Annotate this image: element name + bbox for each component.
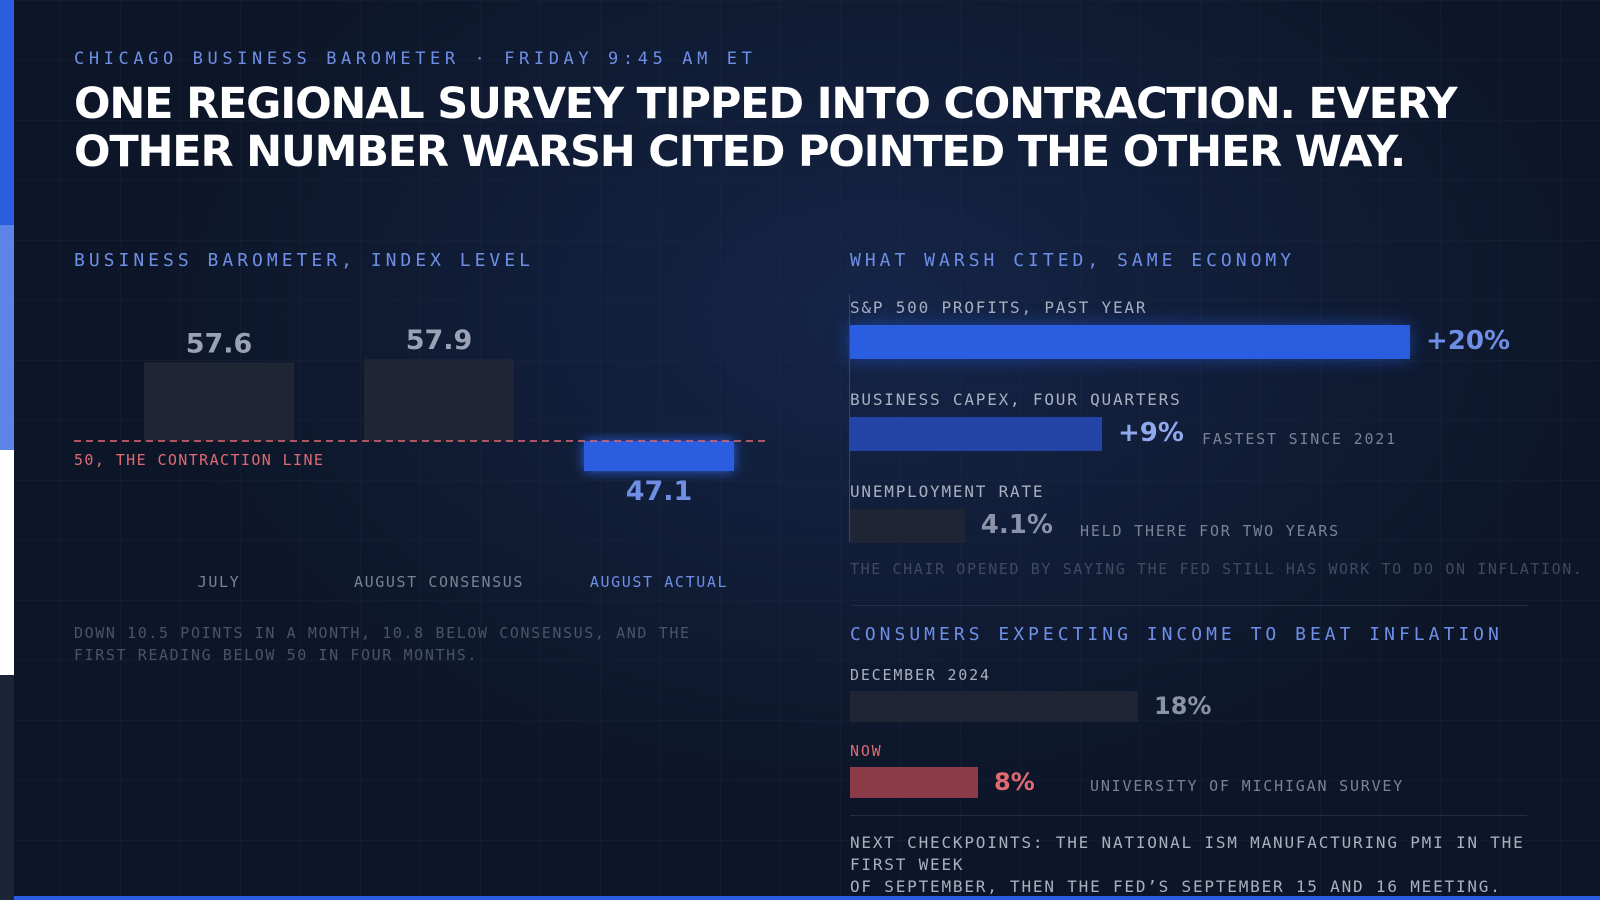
- consumer-value-december: 18%: [1154, 692, 1212, 720]
- metric-bar-profits: [850, 325, 1410, 359]
- left-section-title: BUSINESS BAROMETER, INDEX LEVEL: [74, 250, 534, 271]
- bar-august-consensus: [364, 359, 514, 441]
- bar-value-july: 57.6: [186, 328, 253, 359]
- panel-rule: [849, 294, 850, 542]
- bar-value-august-actual: 47.1: [626, 476, 693, 507]
- metric-bar-capex: [850, 417, 1102, 451]
- metric-value-profits: +20%: [1426, 326, 1511, 356]
- category-label-july: JULY: [197, 573, 241, 591]
- bar-value-august-consensus: 57.9: [406, 325, 473, 356]
- right-section-title: WHAT WARSH CITED, SAME ECONOMY: [850, 250, 1296, 271]
- metric-label-profits: S&P 500 PROFITS, PAST YEAR: [850, 298, 1148, 317]
- consumer-value-now: 8%: [994, 768, 1035, 796]
- metric-note-unemployment: HELD THERE FOR TWO YEARS: [1080, 522, 1340, 540]
- consumer-section-title: CONSUMERS EXPECTING INCOME TO BEAT INFLA…: [850, 624, 1503, 645]
- consumer-label-december: DECEMBER 2024: [850, 666, 991, 684]
- divider-bottom: [850, 815, 1527, 816]
- category-label-august-consensus: AUGUST CONSENSUS: [353, 573, 525, 591]
- kicker: CHICAGO BUSINESS BAROMETER · FRIDAY 9:45…: [74, 49, 757, 69]
- category-label-august-actual: AUGUST ACTUAL: [589, 573, 729, 591]
- next-checkpoints-line-1: NEXT CHECKPOINTS: THE NATIONAL ISM MANUF…: [850, 833, 1525, 874]
- accent-rail: [0, 0, 14, 900]
- contraction-line-label: 50, THE CONTRACTION LINE: [74, 451, 325, 469]
- headline: ONE REGIONAL SURVEY TIPPED INTO CONTRACT…: [74, 79, 1458, 177]
- consumer-source: UNIVERSITY OF MICHIGAN SURVEY: [1090, 777, 1405, 795]
- barometer-chart: 57.6 57.9 47.1: [74, 325, 766, 507]
- bar-august-actual: [584, 441, 734, 472]
- left-note: DOWN 10.5 POINTS IN A MONTH, 10.8 BELOW …: [74, 624, 691, 664]
- consumer-bar-december: [850, 691, 1138, 722]
- next-checkpoints: NEXT CHECKPOINTS: THE NATIONAL ISM MANUF…: [850, 832, 1550, 898]
- metric-label-unemployment: UNEMPLOYMENT RATE: [850, 482, 1045, 501]
- divider-top: [850, 605, 1527, 606]
- metric-value-unemployment: 4.1%: [980, 510, 1053, 540]
- metric-label-capex: BUSINESS CAPEX, FOUR QUARTERS: [850, 390, 1182, 409]
- metric-value-capex: +9%: [1118, 418, 1184, 448]
- next-checkpoints-line-2: OF SEPTEMBER, THEN THE FED’S SEPTEMBER 1…: [850, 877, 1502, 896]
- consumer-bar-now: [850, 767, 978, 798]
- bar-july: [144, 362, 294, 441]
- consumer-label-now: NOW: [850, 742, 883, 760]
- chair-note: THE CHAIR OPENED BY SAYING THE FED STILL…: [850, 560, 1584, 578]
- metric-note-capex: FASTEST SINCE 2021: [1202, 430, 1397, 448]
- bottom-accent-line: [14, 896, 1600, 900]
- metric-bar-unemployment: [850, 509, 965, 543]
